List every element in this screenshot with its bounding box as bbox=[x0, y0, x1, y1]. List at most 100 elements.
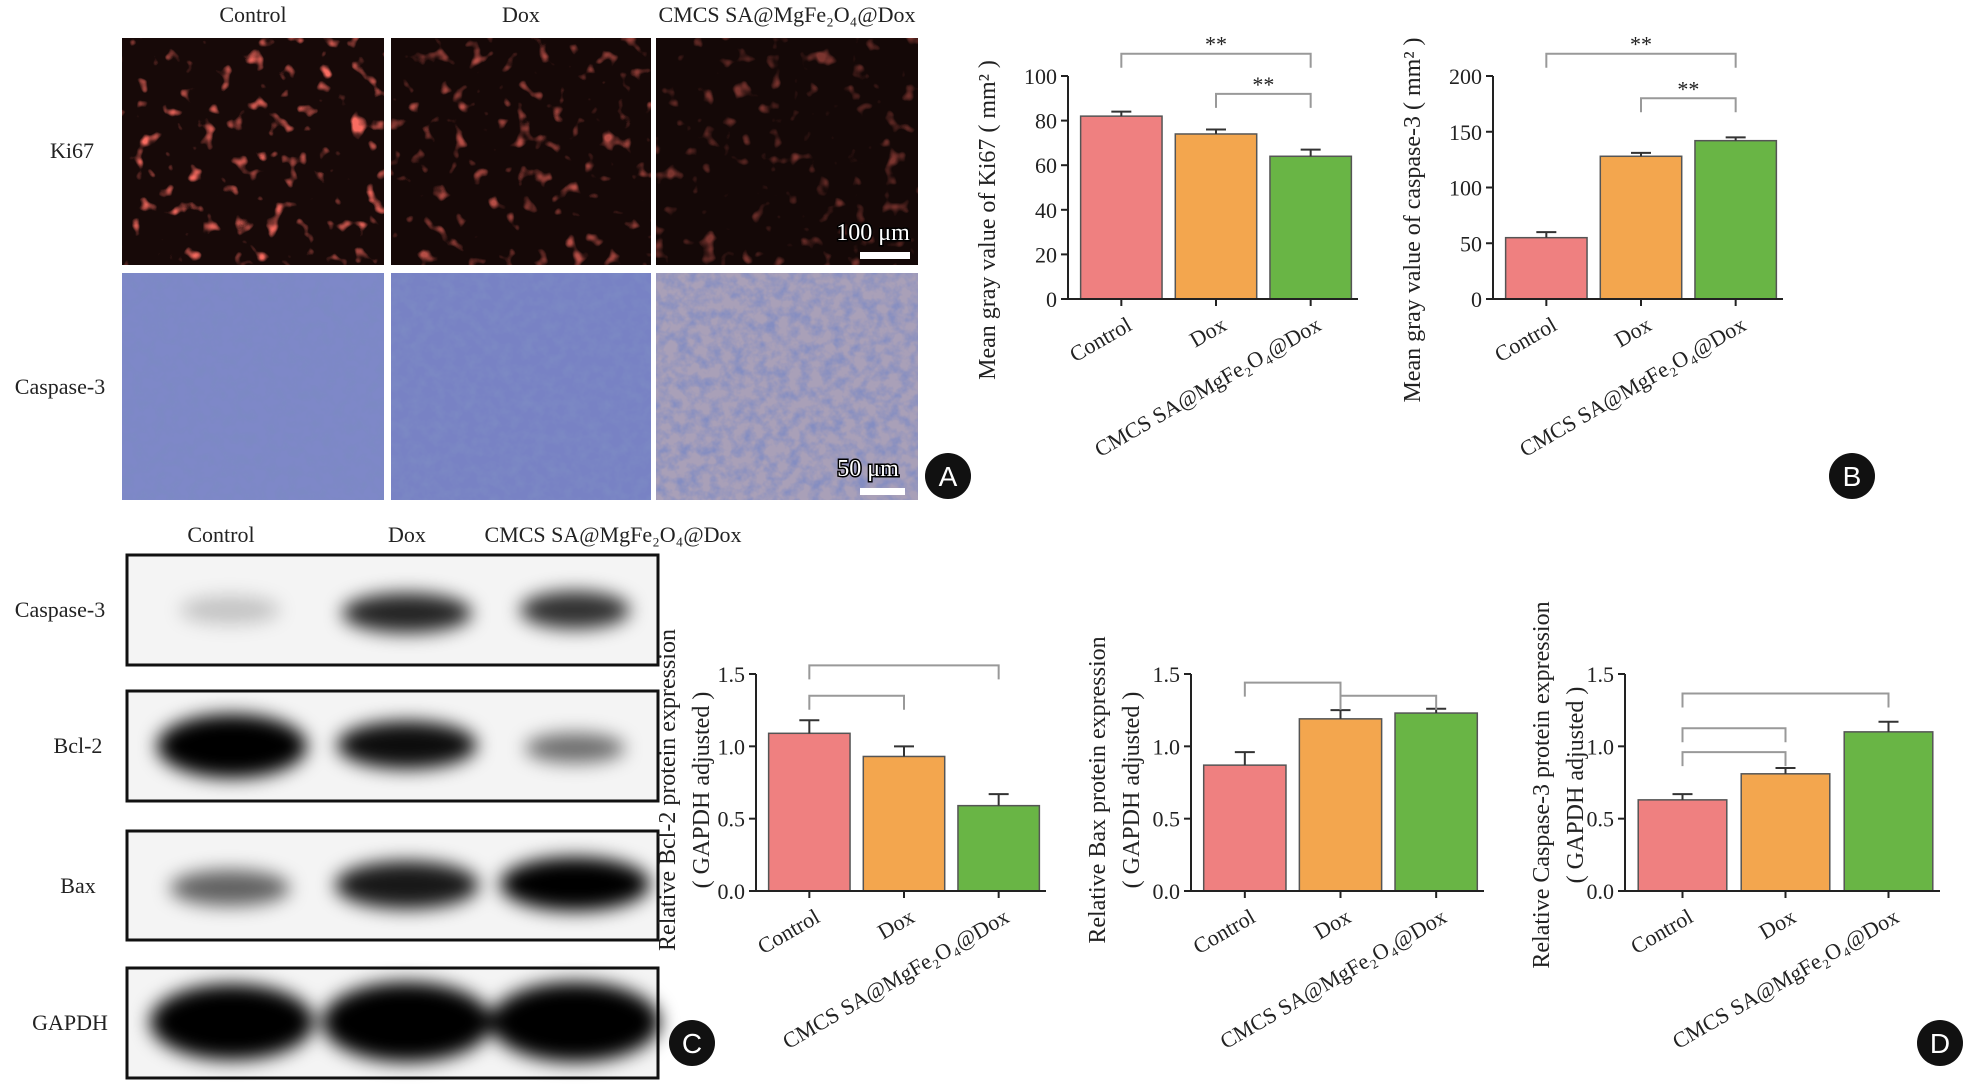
y-tick-label: 100 bbox=[1024, 64, 1057, 89]
row-label: Bax bbox=[60, 873, 95, 898]
y-tick-label: 1.5 bbox=[1153, 662, 1181, 687]
bar bbox=[1202, 764, 1287, 892]
error-bar bbox=[1672, 793, 1693, 800]
significance-bracket bbox=[1681, 727, 1787, 743]
bar bbox=[1740, 773, 1831, 892]
band bbox=[525, 733, 625, 763]
band bbox=[157, 714, 307, 778]
panel-badge bbox=[669, 1020, 715, 1066]
y-axis-label: ( GAPDH adjusted ) bbox=[689, 692, 715, 889]
column-label: CMCS SA@MgFe₂O₄@Dox bbox=[659, 2, 916, 27]
column-label: Control bbox=[219, 2, 286, 27]
bar bbox=[1394, 712, 1479, 892]
y-tick-label: 20 bbox=[1035, 242, 1057, 267]
column-label: Control bbox=[187, 522, 254, 547]
x-tick-label: Dox bbox=[1185, 312, 1230, 353]
x-tick-label: Control bbox=[1490, 312, 1561, 367]
significance-bracket bbox=[1545, 52, 1737, 68]
y-axis-label: ( GAPDH adjusted ) bbox=[1119, 692, 1145, 889]
row-label: Caspase-3 bbox=[15, 597, 105, 622]
band bbox=[520, 591, 630, 629]
y-tick-label: 0.5 bbox=[1153, 807, 1181, 832]
bar bbox=[862, 755, 946, 892]
significance-label: ** bbox=[1252, 72, 1274, 97]
y-tick-label: 1.5 bbox=[718, 662, 746, 687]
y-tick-label: 60 bbox=[1035, 153, 1057, 178]
y-tick-label: 1.5 bbox=[1587, 662, 1615, 687]
bar bbox=[1174, 133, 1258, 300]
significance-bracket bbox=[1681, 751, 1787, 767]
x-tick-label: Dox bbox=[1310, 904, 1355, 945]
y-tick-label: 40 bbox=[1035, 198, 1057, 223]
caspase-texture bbox=[656, 273, 918, 500]
bar bbox=[1694, 139, 1778, 300]
y-tick-label: 0 bbox=[1046, 287, 1057, 312]
band bbox=[150, 984, 314, 1060]
column-label: Dox bbox=[502, 2, 540, 27]
caspase-texture bbox=[391, 273, 651, 500]
scale-bar bbox=[860, 252, 910, 259]
y-axis-label: Mean gray value of Ki67 ( mm² ) bbox=[975, 60, 1001, 380]
bar bbox=[1079, 115, 1163, 300]
y-tick-label: 100 bbox=[1449, 176, 1482, 201]
error-bar bbox=[1878, 720, 1899, 732]
error-bar bbox=[1300, 148, 1321, 157]
y-tick-label: 1.0 bbox=[1587, 734, 1615, 759]
blot-bands bbox=[150, 591, 660, 1062]
y-tick-label: 0.0 bbox=[1587, 879, 1615, 904]
x-tick-label: Control bbox=[753, 904, 824, 959]
microscopy-panel: Control Dox CMCS SA@MgFe₂O₄@Dox Ki67 Cas… bbox=[15, 2, 971, 500]
band bbox=[500, 857, 650, 911]
band bbox=[335, 861, 479, 909]
y-tick-label: 80 bbox=[1035, 109, 1057, 134]
significance-label: ** bbox=[1677, 76, 1699, 101]
x-tick-label: Control bbox=[1065, 312, 1136, 367]
significance-label: ** bbox=[1205, 32, 1227, 57]
significance-bracket bbox=[1243, 681, 1342, 697]
x-tick-label: Dox bbox=[1610, 312, 1655, 353]
column-label: CMCS SA@MgFe₂O₄@Dox bbox=[485, 522, 742, 547]
panel-label: A bbox=[939, 461, 958, 492]
band bbox=[337, 721, 477, 769]
error-bar bbox=[1111, 110, 1132, 117]
band bbox=[180, 596, 280, 624]
bar bbox=[1599, 155, 1683, 300]
y-tick-label: 1.0 bbox=[1153, 734, 1181, 759]
bar bbox=[1298, 718, 1383, 892]
band bbox=[342, 593, 472, 633]
y-tick-label: 50 bbox=[1460, 231, 1482, 256]
x-tick-label: Control bbox=[1626, 904, 1697, 959]
y-tick-label: 0.0 bbox=[718, 879, 746, 904]
error-bar bbox=[988, 793, 1009, 806]
bar bbox=[1637, 799, 1728, 892]
row-label: GAPDH bbox=[32, 1010, 108, 1035]
panel-badge bbox=[1829, 453, 1875, 499]
western-blot: Control Dox CMCS SA@MgFe₂O₄@Dox Caspase-… bbox=[15, 522, 742, 1080]
error-bar bbox=[1234, 751, 1255, 766]
scale-bar-label: 50 μm bbox=[837, 456, 899, 482]
panel-label: B bbox=[1843, 461, 1862, 492]
band bbox=[322, 982, 492, 1062]
ki67-stain bbox=[122, 38, 384, 265]
error-bar bbox=[1206, 128, 1226, 134]
y-tick-label: 200 bbox=[1449, 64, 1482, 89]
bar bbox=[767, 732, 851, 892]
y-tick-label: 0.5 bbox=[718, 807, 746, 832]
ki67-stain bbox=[391, 38, 651, 265]
y-axis-label: Relative Caspase-3 protein expression bbox=[1529, 601, 1555, 968]
band bbox=[170, 870, 290, 906]
x-tick-label: Dox bbox=[873, 904, 918, 945]
significance-bracket bbox=[1681, 692, 1890, 708]
scale-bar bbox=[860, 488, 905, 495]
x-tick-label: Dox bbox=[1755, 904, 1800, 945]
caspase-texture bbox=[122, 273, 384, 500]
bar bbox=[1504, 236, 1588, 300]
y-tick-label: 1.0 bbox=[718, 734, 746, 759]
error-bar bbox=[1775, 767, 1796, 774]
bar bbox=[1269, 155, 1353, 300]
y-tick-label: 0.0 bbox=[1153, 879, 1181, 904]
y-axis-label: Relative Bax protein expression bbox=[1085, 636, 1111, 943]
significance-bracket bbox=[1339, 694, 1438, 710]
ki67-stain bbox=[656, 38, 918, 265]
